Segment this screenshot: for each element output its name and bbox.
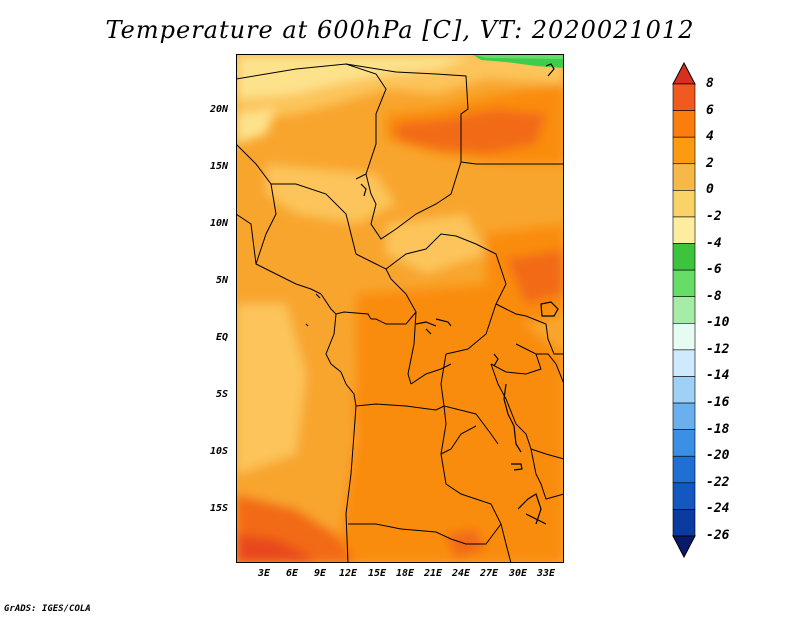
lon-label-18e: 18E xyxy=(395,568,415,579)
colorbar-tick-label: -20 xyxy=(706,448,730,464)
colorbar-segment xyxy=(672,243,696,271)
lat-label-20n: 20N xyxy=(209,104,228,115)
lakes xyxy=(305,63,559,525)
lat-label-10s: 10S xyxy=(209,446,228,457)
lon-label-21e: 21E xyxy=(423,568,443,579)
colorbar-tick-label: -18 xyxy=(706,421,730,437)
lon-label-15e: 15E xyxy=(367,568,387,579)
lat-label-5s: 5S xyxy=(215,389,228,400)
colorbar-tick-label: 6 xyxy=(706,102,714,118)
temperature-field xyxy=(236,54,564,563)
colorbar-tick-label: -12 xyxy=(706,341,730,357)
colorbar-segment xyxy=(672,509,696,537)
colorbar-segment xyxy=(672,83,696,111)
lon-label-27e: 27E xyxy=(479,568,499,579)
colorbar-tick-label: -24 xyxy=(706,501,730,517)
lon-label-30e: 30E xyxy=(508,568,528,579)
colorbar-tick-label: -22 xyxy=(706,474,730,490)
colorbar-segment xyxy=(672,322,696,351)
lat-label-15n: 15N xyxy=(209,161,228,172)
colorbar-segment xyxy=(672,349,696,377)
colorbar-segment xyxy=(672,110,696,138)
lon-label-12e: 12E xyxy=(338,568,358,579)
colorbar-segment xyxy=(672,376,696,404)
colorbar-segment xyxy=(672,402,696,430)
lat-label-5n: 5N xyxy=(215,275,228,286)
colorbar-tick-label: -2 xyxy=(706,208,722,224)
lon-label-3e: 3E xyxy=(257,568,271,579)
colorbar-segment xyxy=(672,136,696,165)
colorbar-tick-label: -10 xyxy=(706,315,730,331)
lon-label-9e: 9E xyxy=(313,568,327,579)
lat-label-15s: 15S xyxy=(209,503,228,514)
colorbar-bottom-arrow xyxy=(672,535,696,558)
colorbar-segment xyxy=(672,482,696,510)
colorbar-tick-label: 4 xyxy=(706,129,714,145)
map-frame xyxy=(236,54,564,563)
credit-text: GrADS: IGES/COLA xyxy=(4,604,91,614)
colorbar-segment xyxy=(672,216,696,244)
colorbar-tick-label: 8 xyxy=(706,76,714,91)
lat-label-eq: EQ xyxy=(215,332,228,343)
colorbar-top-arrow xyxy=(672,62,696,85)
colorbar-tick-label: -14 xyxy=(706,368,730,384)
colorbar-segment xyxy=(672,429,696,457)
map-panel xyxy=(236,54,564,563)
colorbar-tick-label: -8 xyxy=(706,288,722,304)
colorbar-segment xyxy=(672,296,696,324)
country-borders xyxy=(236,63,564,563)
colorbar-segment xyxy=(672,163,696,191)
colorbar-tick-label: -6 xyxy=(706,262,722,278)
lat-label-10n: 10N xyxy=(209,218,228,229)
lon-label-6e: 6E xyxy=(285,568,299,579)
temperature-map xyxy=(236,54,564,563)
lon-label-33e: 33E xyxy=(536,568,556,579)
colorbar-segment xyxy=(672,269,696,298)
chart-title: Temperature at 600hPa [C], VT: 202002101… xyxy=(105,16,695,44)
colorbar-tick-label: 0 xyxy=(706,182,714,198)
colorbar-segment xyxy=(672,190,696,218)
colorbar-tick-label: -16 xyxy=(706,395,730,411)
colorbar-tick-label: -4 xyxy=(706,235,722,251)
colorbar-segment xyxy=(672,455,696,484)
lon-label-24e: 24E xyxy=(451,568,471,579)
colorbar xyxy=(672,62,696,558)
colorbar-tick-label: 2 xyxy=(706,155,714,171)
colorbar-tick-label: -26 xyxy=(706,528,730,543)
